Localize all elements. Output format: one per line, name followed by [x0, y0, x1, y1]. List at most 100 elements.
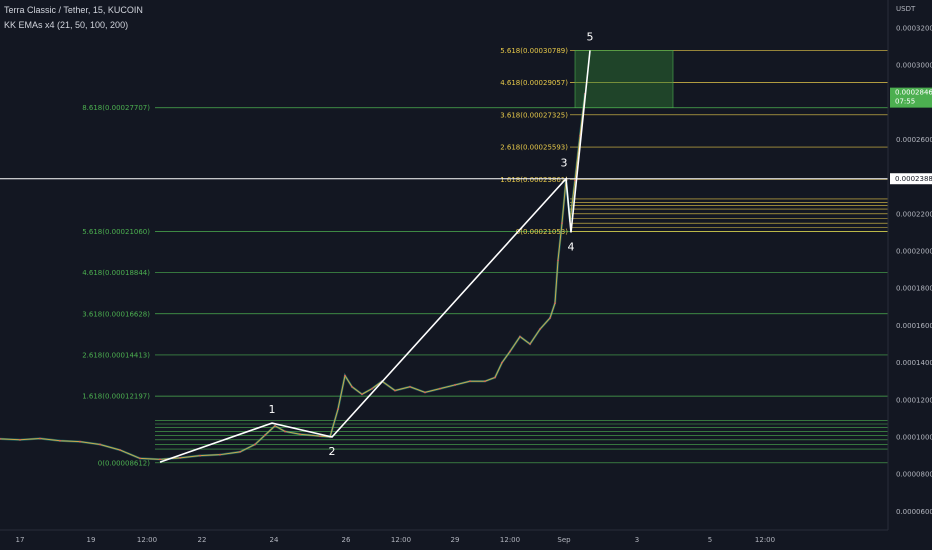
time-tick-label-1: 19: [87, 536, 96, 544]
price-point-31: [469, 380, 471, 383]
price-point-15: [274, 424, 276, 427]
price-point-35: [509, 350, 511, 353]
price-point-1: [19, 438, 21, 441]
marker-price-label-bg: [890, 87, 932, 108]
time-tick-label-3: 22: [198, 536, 207, 544]
time-tick-label-9: Sep: [557, 536, 571, 544]
target-zone-box[interactable]: [574, 50, 674, 109]
fib-yellow-label-1: 4.618(0.00029057): [500, 79, 568, 87]
price-point-14: [264, 434, 266, 437]
wave-label-5: 5: [587, 30, 594, 43]
price-point-28: [424, 391, 426, 394]
price-point-30: [454, 384, 456, 386]
price-point-2: [39, 437, 41, 440]
current-price-label-text: 0.00023889: [895, 175, 932, 183]
fib-yellow-label-4: 1.618(0.00023861): [500, 176, 568, 184]
fib-yellow-label-2: 3.618(0.00027325): [500, 111, 568, 119]
time-tick-label-4: 24: [270, 536, 279, 544]
price-point-34: [501, 361, 503, 364]
price-point-9: [179, 456, 181, 459]
price-point-20: [337, 408, 339, 411]
indicator-label[interactable]: KK EMAs x4 (21, 50, 100, 200): [4, 20, 129, 30]
price-point-22: [351, 385, 353, 388]
chart-title: Terra Classic / Tether, 15, KUCOIN: [4, 5, 143, 15]
marker-time-label-text: 07:55: [895, 98, 915, 106]
time-tick-label-10: 3: [635, 536, 639, 544]
price-point-42: [561, 222, 563, 225]
price-point-23: [361, 393, 363, 396]
price-point-7: [139, 457, 141, 460]
time-tick-label-2: 12:00: [137, 536, 157, 544]
price-point-26: [394, 389, 396, 392]
price-point-8: [159, 458, 161, 461]
price-point-37: [529, 343, 531, 345]
fib-yellow-label-5: 0(0.00021053): [516, 228, 568, 236]
price-point-24: [371, 387, 373, 390]
fib-green-label-3: 3.618(0.00016628): [82, 310, 150, 318]
fib-yellow-label-0: 5.618(0.00030789): [500, 47, 568, 55]
price-point-4: [79, 440, 81, 443]
price-point-40: [554, 302, 556, 305]
price-point-45: [574, 179, 576, 182]
elliott-wave[interactable]: 1 2 3 4 5: [159, 30, 594, 463]
price-point-12: [239, 450, 241, 453]
time-tick-label-0: 17: [16, 536, 25, 544]
price-point-16: [284, 430, 286, 433]
wave-label-4: 4: [568, 240, 575, 253]
price-point-3: [59, 439, 61, 442]
time-tick-label-7: 29: [451, 536, 460, 544]
price-point-21: [344, 374, 346, 377]
wave-label-3: 3: [561, 157, 568, 170]
current-price-label-bg: [890, 173, 932, 185]
price-point-29: [439, 387, 441, 390]
price-point-11: [219, 453, 221, 456]
time-axis[interactable]: 17 19 12:00 22 24 26 12:00 29 12:00 Sep 3 5 12:00: [16, 536, 776, 544]
marker-price-label: 0.00028465 07:55: [890, 87, 932, 108]
price-tick-label-13: 0.00006000: [896, 508, 932, 516]
price-point-36: [519, 335, 521, 338]
price-point-17: [299, 433, 301, 436]
price-point-41: [557, 259, 559, 262]
time-tick-label-12: 12:00: [755, 536, 775, 544]
price-point-5: [99, 443, 101, 446]
time-tick-label-6: 12:00: [391, 536, 411, 544]
elliott-wave-line: [159, 50, 591, 463]
fib-green-label-1: 5.618(0.00021060): [82, 228, 150, 236]
fib-green-label-2: 4.618(0.00018844): [82, 269, 150, 277]
price-point-32: [484, 380, 486, 383]
price-point-18: [319, 435, 321, 437]
time-tick-label-11: 5: [708, 536, 712, 544]
price-point-27: [409, 385, 411, 388]
fib-green-label-5: 1.618(0.00012197): [82, 393, 150, 401]
price-point-39: [549, 317, 551, 319]
price-axis-currency: USDT: [896, 5, 916, 13]
fib-green-label-0: 8.618(0.00027707): [82, 104, 150, 112]
price-point-38: [539, 328, 541, 331]
fib-green-label-4: 2.618(0.00014413): [82, 351, 150, 359]
price-point-10: [199, 454, 201, 457]
price-point-0: [0, 437, 1, 440]
price-point-33: [494, 376, 496, 379]
price-line: [0, 93, 586, 460]
time-tick-label-8: 12:00: [500, 536, 520, 544]
marker-price-label-text: 0.00028465: [895, 89, 932, 97]
time-tick-label-5: 26: [342, 536, 351, 544]
fib-green-label-6: 0(0.00008612): [98, 459, 150, 467]
wave-label-1: 1: [269, 403, 276, 416]
price-point-6: [119, 449, 121, 451]
wave-label-2: 2: [329, 445, 336, 458]
current-price-label: 0.00023889: [890, 173, 932, 185]
price-point-13: [254, 443, 256, 446]
